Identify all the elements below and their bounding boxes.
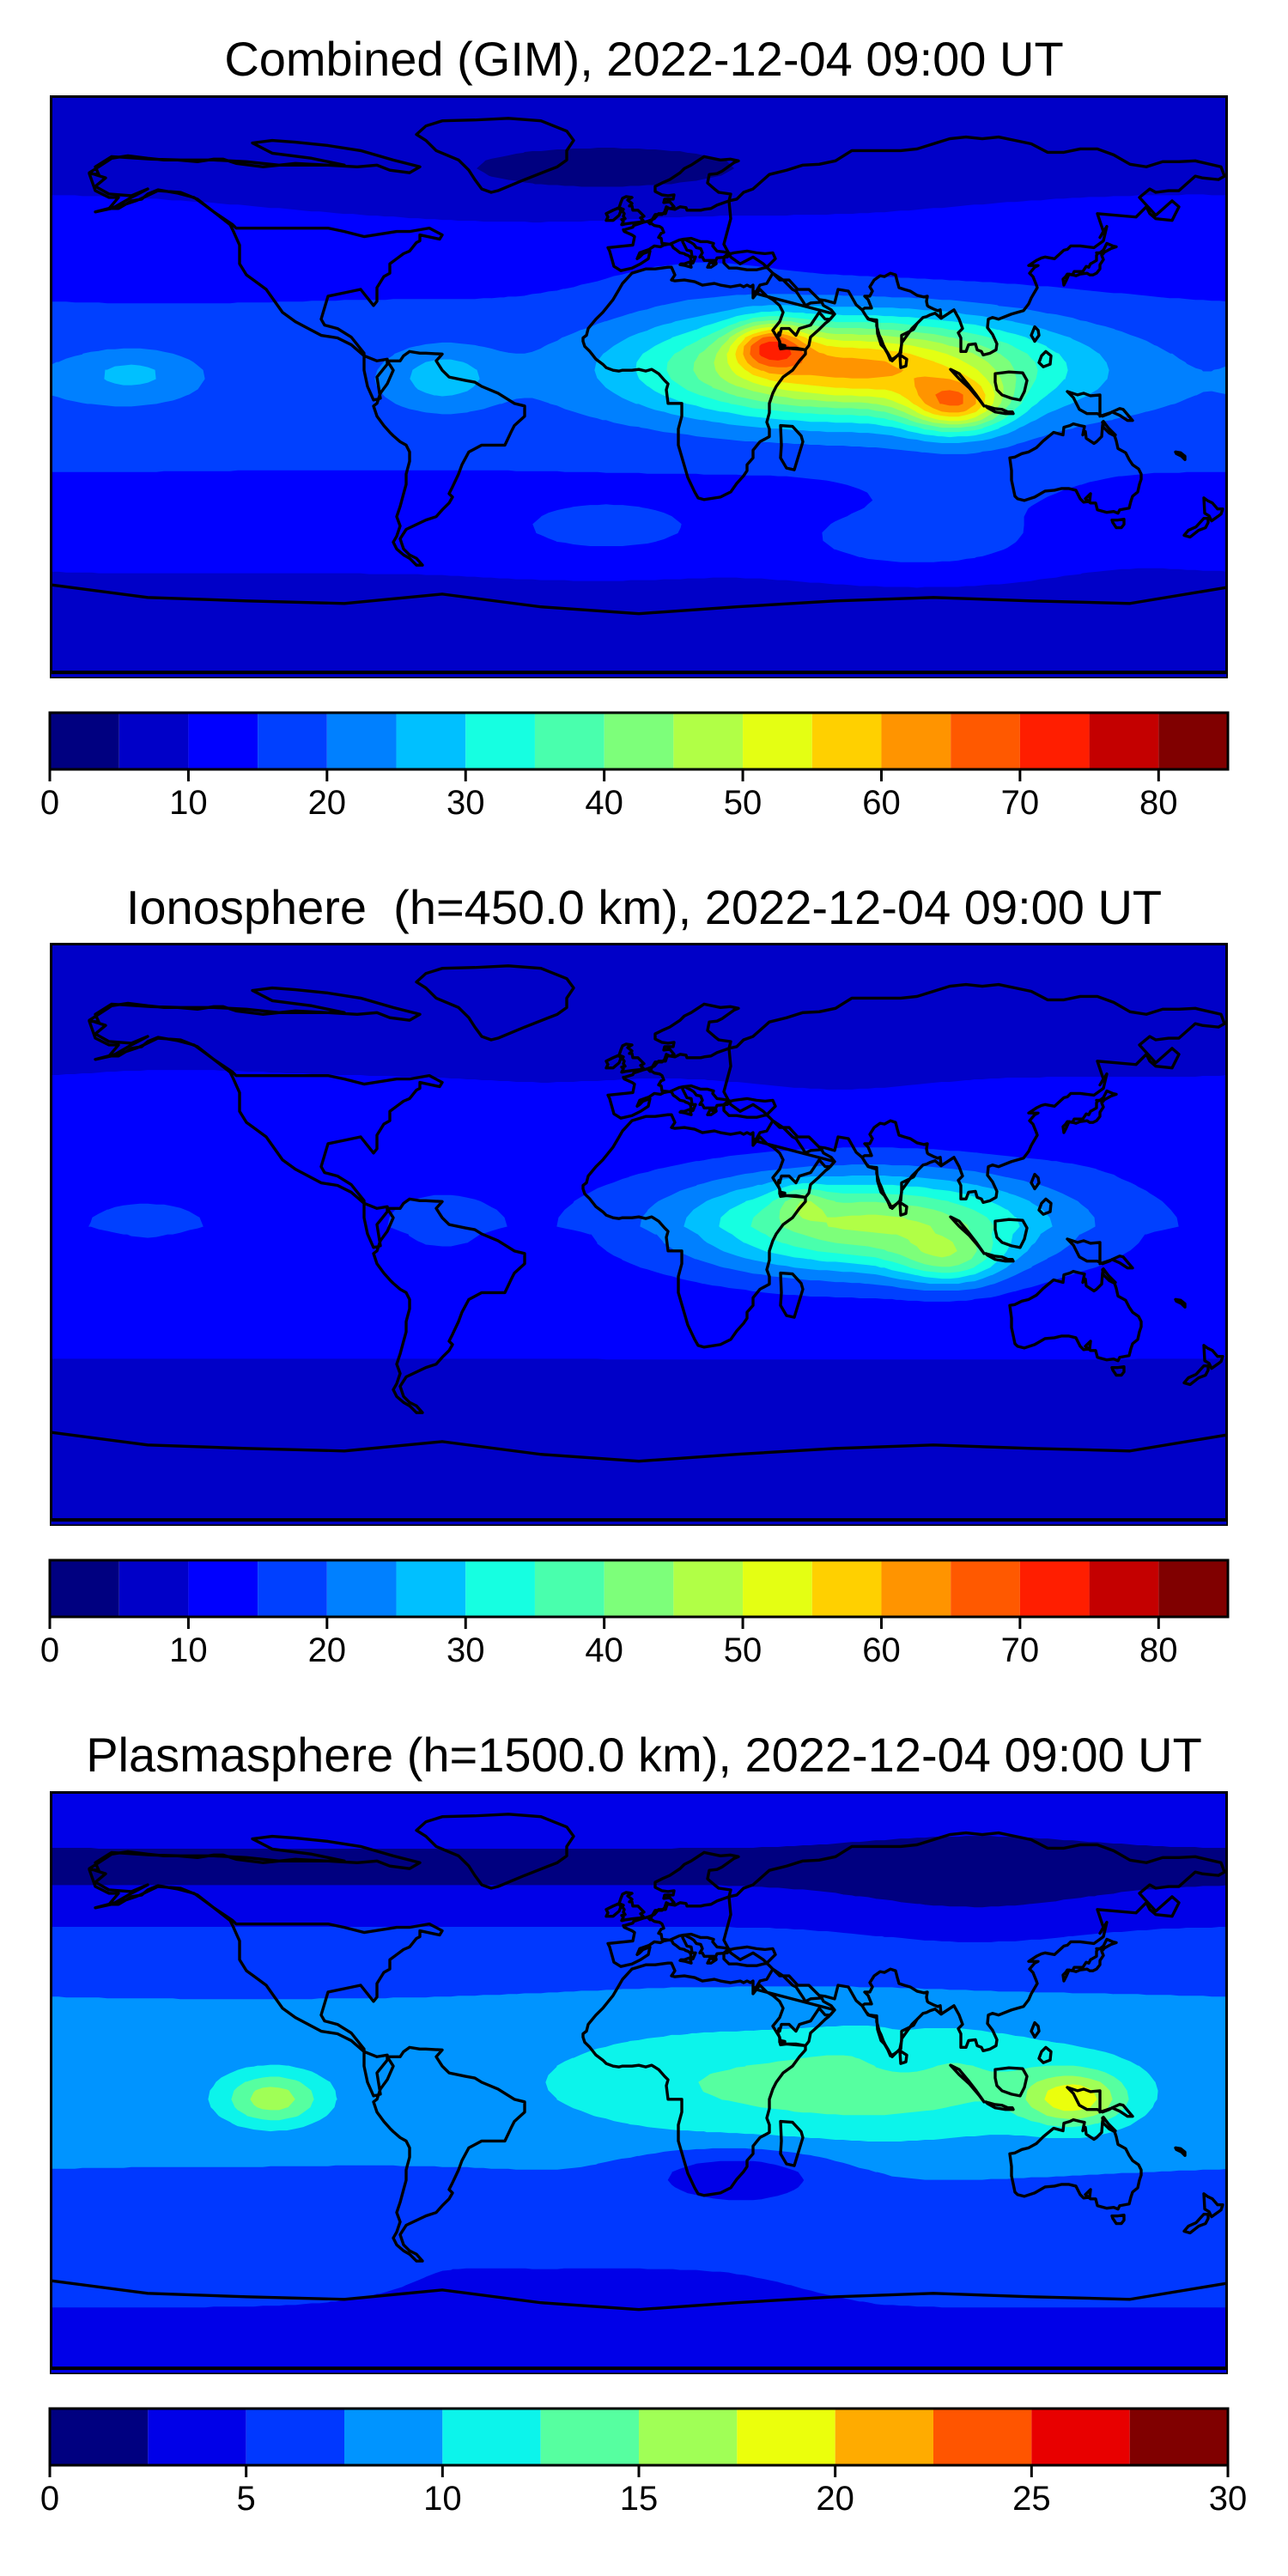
svg-text:0: 0 (40, 2480, 59, 2518)
svg-text:80: 80 (1139, 784, 1178, 822)
svg-text:80: 80 (1139, 1631, 1178, 1669)
svg-text:60: 60 (862, 784, 901, 822)
svg-text:40: 40 (585, 1631, 623, 1669)
svg-text:10: 10 (169, 784, 208, 822)
svg-text:20: 20 (816, 2480, 854, 2518)
svg-text:50: 50 (724, 784, 762, 822)
svg-text:5: 5 (237, 2480, 256, 2518)
svg-text:0: 0 (40, 784, 59, 822)
svg-text:40: 40 (585, 784, 623, 822)
svg-text:15: 15 (620, 2480, 659, 2518)
svg-text:20: 20 (308, 784, 347, 822)
svg-text:70: 70 (1001, 784, 1040, 822)
svg-text:20: 20 (308, 1631, 347, 1669)
svg-text:10: 10 (169, 1631, 208, 1669)
svg-text:0: 0 (40, 1631, 59, 1669)
svg-text:30: 30 (447, 784, 485, 822)
svg-text:50: 50 (724, 1631, 762, 1669)
svg-text:60: 60 (862, 1631, 901, 1669)
svg-text:70: 70 (1001, 1631, 1040, 1669)
svg-text:30: 30 (447, 1631, 485, 1669)
svg-text:25: 25 (1012, 2480, 1051, 2518)
svg-text:10: 10 (423, 2480, 461, 2518)
svg-text:30: 30 (1209, 2480, 1248, 2518)
